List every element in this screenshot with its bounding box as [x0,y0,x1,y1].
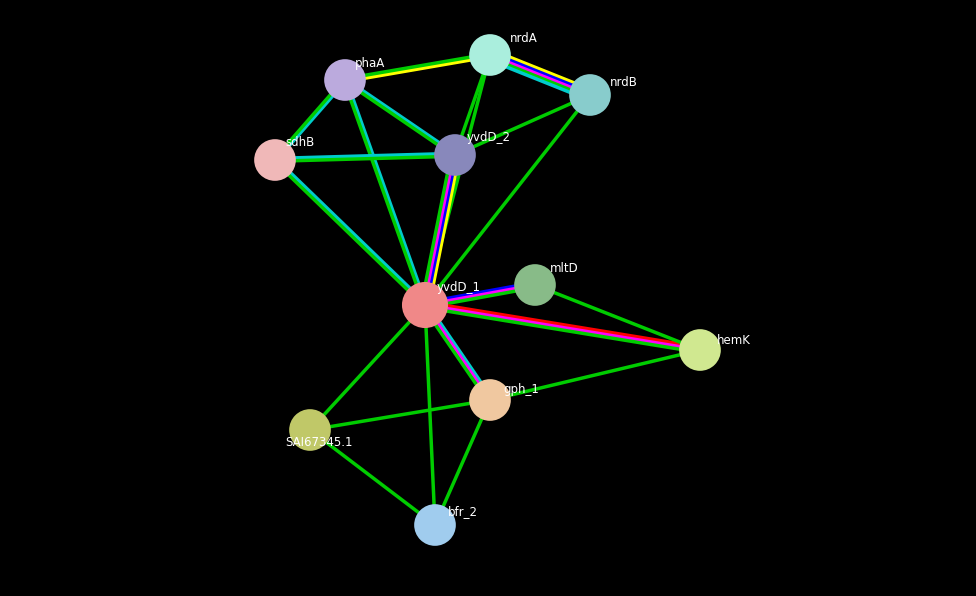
Point [337,75,352,85]
Text: phaA: phaA [355,57,386,70]
Text: gph_1: gph_1 [503,383,539,396]
Text: SAI67345.1: SAI67345.1 [285,436,352,449]
Point [427,520,443,530]
Point [692,345,708,355]
Point [417,300,432,310]
Point [482,50,498,60]
Point [447,150,463,160]
Text: hemK: hemK [717,334,751,346]
Point [482,395,498,405]
Text: nrdB: nrdB [610,76,638,88]
Point [527,280,543,290]
Text: sdhB: sdhB [285,136,314,150]
Text: mltD: mltD [550,262,579,275]
Point [303,425,318,434]
Point [267,155,283,164]
Text: yvdD_1: yvdD_1 [437,281,481,294]
Point [583,90,598,100]
Text: bfr_2: bfr_2 [448,505,478,519]
Text: nrdA: nrdA [510,32,538,45]
Text: yvdD_2: yvdD_2 [467,132,511,144]
